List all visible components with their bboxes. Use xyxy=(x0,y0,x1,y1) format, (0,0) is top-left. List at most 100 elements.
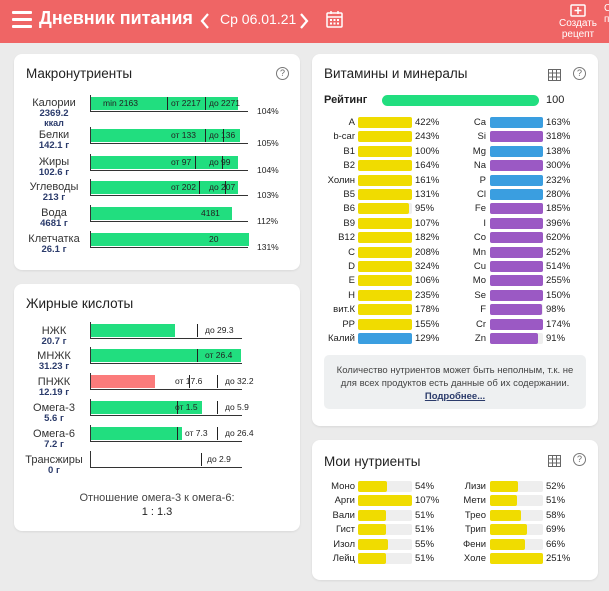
nutrient-name: Mn xyxy=(472,247,486,258)
top-bar: Дневник питания Ср 06.01.21 Создать реце… xyxy=(0,0,609,43)
threshold-tick xyxy=(217,375,218,388)
nutrient-bar xyxy=(358,117,412,128)
my-nutrient-row: Гист 51% xyxy=(312,523,598,536)
nutrient-bar-fill xyxy=(358,131,412,142)
nutrient-bar xyxy=(358,189,412,200)
create-recipe-label-2: рецепт xyxy=(561,29,595,40)
threshold-label: до 26.4 xyxy=(225,428,254,438)
fatty-acid-bar: от 26.4 xyxy=(90,347,242,364)
my-nutrient-bar-fill xyxy=(490,539,525,550)
macro-label: Клетчатка 26.1 г xyxy=(14,234,94,255)
nutrient-bar xyxy=(490,146,543,157)
nutrient-percent: 129% xyxy=(415,333,440,344)
threshold-tick xyxy=(217,401,218,414)
prev-day-chevron-icon[interactable] xyxy=(198,10,212,32)
threshold-label: от 97 xyxy=(171,157,192,167)
my-nutrient-bar-fill xyxy=(490,495,517,506)
my-nutrient-row: Изол 55% xyxy=(312,538,598,551)
nutrient-name: D xyxy=(348,261,355,272)
my-nutrient-name: Фени xyxy=(462,539,486,550)
fatty-acid-amount: 7.2 г xyxy=(44,439,64,450)
more-link[interactable]: Подробнее... xyxy=(424,391,486,402)
nutrient-bar xyxy=(490,203,543,214)
nutrient-name: Cl xyxy=(477,189,486,200)
macro-percent: 104% xyxy=(257,106,279,116)
nutrient-percent: 150% xyxy=(546,290,571,301)
nutrient-row: H 235% xyxy=(312,289,598,302)
my-nutrient-bar-fill xyxy=(358,539,388,550)
my-nutrient-name: Трео xyxy=(464,510,486,521)
cut-off-header-button[interactable]: С п xyxy=(604,3,609,25)
my-nutrient-percent: 69% xyxy=(546,524,566,535)
nutrient-row: Mg 138% xyxy=(312,145,598,158)
nutrient-bar xyxy=(358,304,412,315)
macronutrients-card: Макронутриенты ? Калории 2369.2 ккал min 21… xyxy=(14,54,300,270)
nutrient-bar-fill xyxy=(358,232,412,243)
fatty-acid-bar-fill xyxy=(91,375,155,388)
threshold-tick xyxy=(189,375,190,388)
macro-amount: 213 г xyxy=(42,192,66,203)
my-nutrient-bar xyxy=(358,539,412,550)
help-icon[interactable]: ? xyxy=(573,67,586,80)
my-nutrient-bar-fill xyxy=(358,524,386,535)
my-nutrient-row: Вали 51% xyxy=(312,509,598,522)
fatty-acid-row: НЖК 20.7 г до 29.3 xyxy=(14,322,300,350)
fatty-acid-label: МНЖК 31.23 г xyxy=(14,351,94,372)
nutrient-bar-fill xyxy=(358,304,412,315)
my-nutrient-name: Изол xyxy=(333,539,355,550)
next-day-chevron-icon[interactable] xyxy=(297,10,311,32)
nutrient-row: C 208% xyxy=(312,246,598,259)
calendar-icon[interactable] xyxy=(326,10,343,28)
macro-percent: 131% xyxy=(257,242,279,252)
nutrient-percent: 163% xyxy=(546,117,571,128)
menu-icon[interactable] xyxy=(12,11,32,28)
my-nutrient-bar xyxy=(358,481,412,492)
macro-name: Жиры xyxy=(38,156,70,168)
my-nutrient-bar xyxy=(358,524,412,535)
my-nutrient-bar xyxy=(358,553,412,564)
current-date[interactable]: Ср 06.01.21 xyxy=(220,11,297,27)
nutrient-bar-fill xyxy=(358,146,412,157)
nutrient-name: I xyxy=(483,218,486,229)
nutrient-bar xyxy=(490,304,543,315)
nutrient-row: Mn 252% xyxy=(312,246,598,259)
macro-row: Углеводы 213 г от 202 до 207 103% xyxy=(14,179,300,208)
nutrient-name: Fe xyxy=(474,203,486,214)
my-nutrient-bar-fill xyxy=(358,510,386,521)
nutrient-bar-fill xyxy=(358,290,412,301)
macro-label: Белки 142.1 г xyxy=(14,130,94,151)
nutrient-bar-fill xyxy=(490,232,543,243)
nutrient-percent: 324% xyxy=(415,261,440,272)
nutrient-percent: 396% xyxy=(546,218,571,229)
macro-row: Калории 2369.2 ккал min 2163 от 2217 до 2271 1… xyxy=(14,95,300,128)
threshold-label: min 2163 xyxy=(103,98,138,108)
fatty-acid-row: Омега-3 5.6 г от 1.5 до 5.9 xyxy=(14,399,300,427)
nutrient-bar-fill xyxy=(490,261,543,272)
table-view-icon[interactable] xyxy=(548,68,561,81)
macro-amount: 142.1 г xyxy=(38,140,70,151)
help-icon[interactable]: ? xyxy=(276,67,289,80)
fatty-acid-bar: от 7.3 до 26.4 xyxy=(90,425,254,442)
fatty-acid-row: МНЖК 31.23 г от 26.4 xyxy=(14,347,300,375)
threshold-label: до 2.9 xyxy=(207,454,231,464)
macro-row: Белки 142.1 г от 133 до 136 105% xyxy=(14,127,300,156)
table-view-icon[interactable] xyxy=(548,454,561,467)
my-nutrient-name: Лизи xyxy=(464,481,486,492)
my-nutrient-percent: 55% xyxy=(415,539,435,550)
nutrient-bar xyxy=(490,290,543,301)
nutrient-row: E 106% xyxy=(312,274,598,287)
my-nutrient-percent: 58% xyxy=(546,510,566,521)
create-recipe-button[interactable]: Создать рецепт xyxy=(553,3,603,41)
nutrient-name: E xyxy=(348,275,355,286)
nutrient-bar-fill xyxy=(490,290,543,301)
macro-bar: min 2163 от 2217 до 2271 xyxy=(90,95,248,112)
help-icon[interactable]: ? xyxy=(573,453,586,466)
nutrient-name: B2 xyxy=(343,160,355,171)
macro-label: Вода 4681 г xyxy=(14,208,94,229)
fatty-acids-card: Жирные кислоты НЖК 20.7 г до 29.3 МНЖК 31.23… xyxy=(14,284,300,531)
macro-row: Клетчатка 26.1 г 20 131% xyxy=(14,231,300,260)
threshold-tick xyxy=(199,181,200,194)
threshold-label: от 202 xyxy=(171,182,196,192)
my-nutrient-percent: 54% xyxy=(415,481,435,492)
nutrient-row: Калий 129% xyxy=(312,332,598,345)
